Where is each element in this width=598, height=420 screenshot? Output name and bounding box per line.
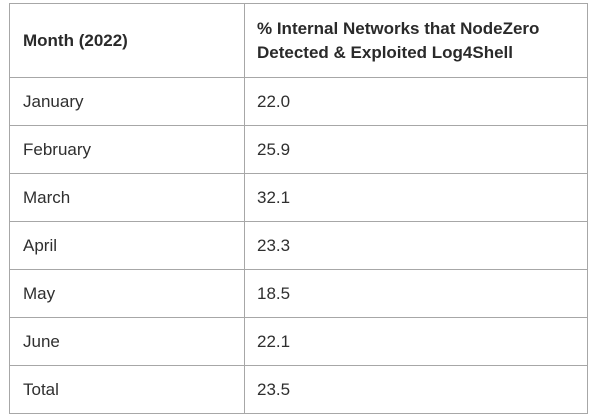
total-row: Total 23.5 — [9, 365, 588, 414]
month-cell: January — [9, 77, 245, 126]
header-row: Month (2022) % Internal Networks that No… — [9, 3, 588, 78]
value-cell: 18.5 — [244, 269, 588, 318]
month-cell: May — [9, 269, 245, 318]
month-cell: April — [9, 221, 245, 270]
value-cell: 23.3 — [244, 221, 588, 270]
table-row: January 22.0 — [9, 77, 588, 126]
table-row: March 32.1 — [9, 173, 588, 222]
column-header-month: Month (2022) — [9, 3, 245, 78]
value-cell: 22.1 — [244, 317, 588, 366]
log4shell-table: Month (2022) % Internal Networks that No… — [9, 3, 588, 414]
month-cell: June — [9, 317, 245, 366]
total-value-cell: 23.5 — [244, 365, 588, 414]
value-cell: 32.1 — [244, 173, 588, 222]
total-label-cell: Total — [9, 365, 245, 414]
table-row: May 18.5 — [9, 269, 588, 318]
table-row: April 23.3 — [9, 221, 588, 270]
column-header-percent: % Internal Networks that NodeZero Detect… — [244, 3, 588, 78]
month-cell: February — [9, 125, 245, 174]
table-row: June 22.1 — [9, 317, 588, 366]
month-cell: March — [9, 173, 245, 222]
table-row: February 25.9 — [9, 125, 588, 174]
value-cell: 22.0 — [244, 77, 588, 126]
value-cell: 25.9 — [244, 125, 588, 174]
